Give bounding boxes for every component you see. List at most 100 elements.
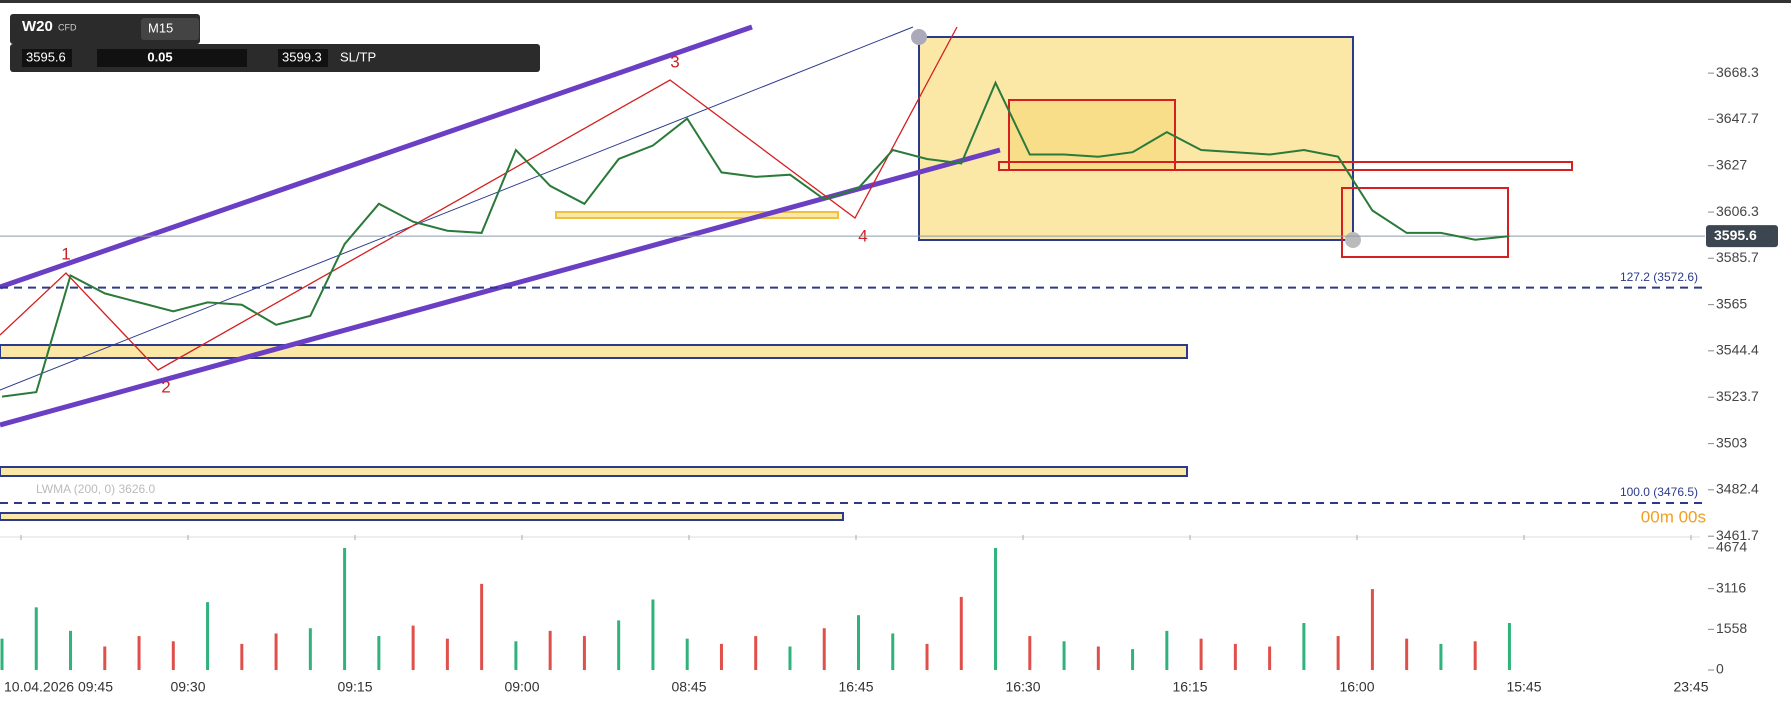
channel-line bbox=[0, 24, 753, 290]
volume-bar bbox=[994, 548, 998, 670]
y-tick-label: 3461.7 bbox=[1716, 527, 1759, 543]
zone bbox=[0, 466, 1188, 477]
y-tick-label: 3647.7 bbox=[1716, 110, 1759, 126]
volume-bar bbox=[0, 638, 4, 670]
volume-bar bbox=[514, 641, 518, 670]
volume-bar bbox=[582, 636, 586, 670]
volume-bar bbox=[548, 630, 552, 670]
volume-bar bbox=[1062, 641, 1066, 670]
consolidation-box bbox=[998, 161, 1573, 171]
volume-bar bbox=[1473, 641, 1477, 670]
volume-bar bbox=[617, 620, 621, 670]
volume-tick-label: 0 bbox=[1716, 661, 1724, 677]
volume-bar bbox=[754, 636, 758, 670]
volume-bar bbox=[651, 599, 655, 670]
price-tag-label: 3595.6 bbox=[1714, 227, 1757, 243]
zone bbox=[0, 344, 1188, 359]
x-tick-label: 10.04.2026 09:45 bbox=[4, 679, 113, 695]
ask-box[interactable] bbox=[278, 49, 328, 67]
volume-bar bbox=[925, 643, 929, 670]
x-tick-label: 15:45 bbox=[1506, 679, 1541, 695]
wave-label: 1 bbox=[61, 244, 70, 263]
volume-bar bbox=[34, 607, 38, 670]
volume-bar bbox=[171, 641, 175, 670]
y-tick-label: 3606.3 bbox=[1716, 203, 1759, 219]
timeframe[interactable]: M15 bbox=[148, 20, 173, 35]
sl-tp[interactable]: SL/TP bbox=[340, 49, 376, 64]
consolidation-box bbox=[1008, 99, 1176, 171]
volume-bar bbox=[480, 583, 484, 670]
order-bar bbox=[10, 44, 540, 72]
x-tick-label: 16:45 bbox=[838, 679, 873, 695]
ask[interactable]: 3599.3 bbox=[282, 49, 322, 64]
x-tick-label: 09:15 bbox=[337, 679, 372, 695]
volume-bar bbox=[857, 615, 860, 670]
zone bbox=[0, 512, 844, 521]
volume-tick-label: 1558 bbox=[1716, 620, 1747, 636]
volume-bar bbox=[1268, 646, 1272, 670]
volume-bar bbox=[1439, 643, 1443, 670]
volume-bar bbox=[377, 636, 381, 670]
bid[interactable]: 3595.6 bbox=[26, 49, 66, 64]
symbol[interactable]: W20 bbox=[22, 18, 53, 35]
zigzag bbox=[0, 26, 958, 371]
volume-bar bbox=[240, 643, 244, 670]
top-border bbox=[0, 0, 1791, 3]
y-tick-label: 3668.3 bbox=[1716, 64, 1759, 80]
volume-bar bbox=[445, 638, 449, 670]
timeframe-button[interactable] bbox=[141, 18, 199, 40]
x-tick-label: 09:00 bbox=[504, 679, 539, 695]
volume-bar bbox=[1028, 636, 1032, 670]
volume-bar bbox=[1370, 589, 1374, 670]
fib-label: 100.0 (3476.5) bbox=[1620, 485, 1698, 499]
x-tick-label: 08:45 bbox=[671, 679, 706, 695]
volume-bar bbox=[137, 636, 141, 670]
lot[interactable]: 0.05 bbox=[147, 49, 172, 64]
volume-bar bbox=[719, 643, 723, 670]
x-tick-label: 16:15 bbox=[1172, 679, 1207, 695]
volume-bar bbox=[788, 646, 792, 670]
consolidation-box bbox=[1341, 187, 1509, 258]
bid-box[interactable] bbox=[22, 49, 72, 67]
y-tick-label: 3627 bbox=[1716, 156, 1747, 172]
wave-label: 3 bbox=[670, 52, 679, 71]
volume-bar bbox=[411, 625, 415, 670]
volume-bar bbox=[891, 633, 895, 670]
fib-label: 127.2 (3572.6) bbox=[1620, 270, 1698, 284]
anchor bbox=[1345, 232, 1361, 248]
x-tick-label: 09:30 bbox=[170, 679, 205, 695]
toolbar: W20 CFD M15 3595.6 0.05 3599.3 SL/TP bbox=[10, 14, 540, 72]
wave-label: 2 bbox=[161, 377, 170, 396]
y-tick-label: 3565 bbox=[1716, 295, 1747, 311]
price-tag bbox=[1706, 225, 1778, 248]
volume-tick-label: 3116 bbox=[1716, 579, 1746, 595]
lot-box[interactable] bbox=[97, 49, 247, 67]
volume-bar bbox=[103, 646, 107, 670]
volume-bar bbox=[1336, 636, 1340, 670]
volume-bar bbox=[308, 628, 312, 670]
x-tick-label: 16:00 bbox=[1339, 679, 1374, 695]
y-tick-label: 3503 bbox=[1716, 434, 1747, 450]
zone bbox=[555, 211, 839, 219]
x-tick-label: 16:30 bbox=[1005, 679, 1040, 695]
volume-bar bbox=[69, 630, 73, 670]
y-tick-label: 3482.4 bbox=[1716, 480, 1759, 496]
volume-bar bbox=[1507, 623, 1511, 670]
instrument-type: CFD bbox=[58, 22, 77, 32]
volume-bar bbox=[274, 633, 278, 670]
volume-bar bbox=[959, 596, 963, 670]
volume-bar bbox=[343, 548, 347, 670]
volume-bar bbox=[685, 638, 689, 670]
volume-bar bbox=[1302, 623, 1306, 670]
volume-bar bbox=[822, 628, 826, 670]
countdown: 00m 00s bbox=[1641, 507, 1706, 526]
volume-bar bbox=[1199, 638, 1203, 670]
y-tick-label: 3523.7 bbox=[1716, 388, 1759, 404]
volume-bar bbox=[1233, 643, 1237, 670]
price-line bbox=[1, 80, 1510, 398]
anchor bbox=[911, 29, 927, 45]
volume-tick-label: 4674 bbox=[1716, 539, 1747, 555]
volume-bar bbox=[1165, 630, 1169, 670]
volume-bar bbox=[1096, 646, 1100, 670]
